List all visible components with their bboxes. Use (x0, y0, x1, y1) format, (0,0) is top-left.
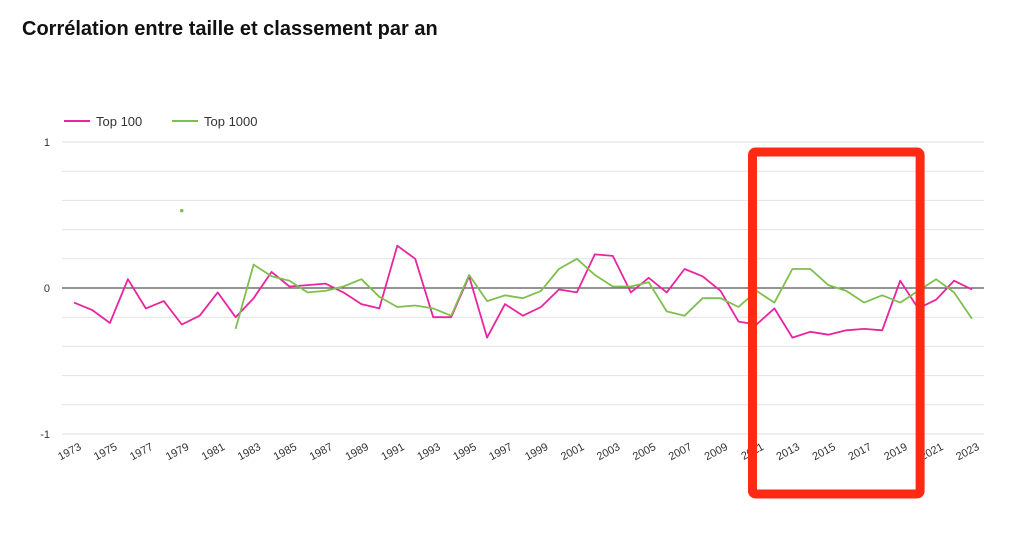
x-tick-label: 1973 (56, 441, 83, 463)
x-tick-label: 1993 (415, 441, 442, 463)
legend-label-1: Top 100 (96, 114, 142, 129)
annotations (747, 147, 925, 499)
series-lines (73, 208, 973, 339)
y-tick-label: -1 (40, 429, 50, 441)
legend-label-2: Top 1000 (204, 114, 258, 129)
x-tick-label: 1995 (451, 441, 478, 463)
x-tick-label: 2009 (703, 441, 730, 463)
x-tick-label: 2001 (559, 441, 586, 463)
x-tick-label: 1997 (487, 441, 514, 463)
series-line-2 (234, 257, 973, 330)
x-tick-label: 1985 (272, 441, 299, 463)
x-tick-label: 1991 (379, 441, 406, 463)
x-tick-label: 2023 (954, 441, 981, 463)
y-tick-label: 0 (44, 283, 50, 295)
x-tick-label: 1987 (308, 441, 335, 463)
x-tick-label: 1979 (164, 441, 191, 463)
chart-title: Corrélation entre taille et classement p… (22, 18, 438, 40)
x-tick-label: 2013 (775, 441, 802, 463)
x-axis-ticks: 1973 1975 1977 1979 1981 1983 1985 1987 1989 1991… (56, 441, 981, 463)
x-tick-label: 2003 (595, 441, 622, 463)
x-tick-label: 1981 (200, 441, 227, 463)
x-tick-label: 1999 (523, 441, 550, 463)
x-tick-label: 1989 (344, 441, 371, 463)
series-line-1 (73, 244, 973, 339)
legend: Top 100 Top 1000 (64, 114, 258, 129)
highlight-box (747, 147, 925, 499)
x-tick-label: 1975 (92, 441, 119, 463)
x-tick-label: 1977 (128, 441, 155, 463)
x-tick-label: 2019 (882, 441, 909, 463)
gridlines (62, 141, 984, 435)
x-tick-label: 2017 (846, 441, 873, 463)
x-tick-label: 1983 (236, 441, 263, 463)
x-tick-label: 2005 (631, 441, 658, 463)
y-axis-ticks: 1 0 -1 (40, 137, 50, 441)
series-point-2 (179, 208, 184, 213)
x-tick-label: 2007 (667, 441, 694, 463)
x-tick-label: 2015 (810, 441, 837, 463)
y-tick-label: 1 (44, 137, 50, 149)
